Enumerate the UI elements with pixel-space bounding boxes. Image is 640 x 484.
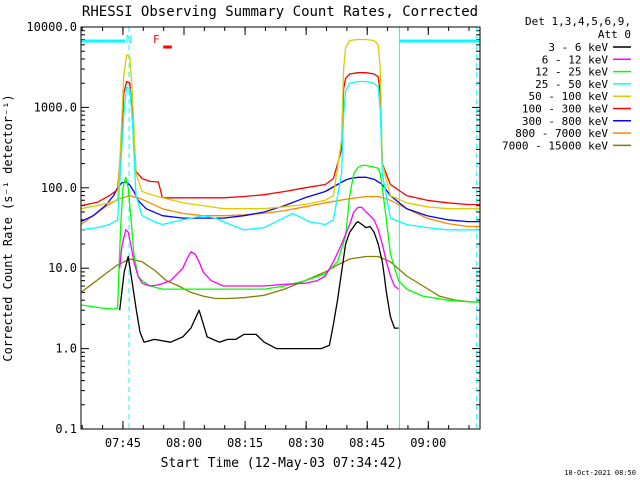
legend-entry-label: 300 - 800 keV [522,115,608,128]
x-axis-label: Start Time (12-May-03 07:34:42) [161,456,404,471]
footer-date: 18-Oct-2021 08:50 [564,469,636,477]
x-axis-ticks: 07:45 08:00 08:15 08:30 08:45 09:00 [81,27,470,450]
series-lines [80,38,480,350]
chart-title: RHESSI Observing Summary Count Rates, Co… [82,4,478,20]
y-axis-ticks: 0.1 1.0 10.0 100.0 1000.0 10000.0 [26,20,480,436]
legend-entry-label: 25 - 50 keV [535,78,608,91]
y-tick-label: 10.0 [48,261,77,275]
y-tick-label: 10000.0 [26,20,77,34]
x-tick-label: 09:00 [410,436,446,450]
y-tick-label: 0.1 [55,422,77,436]
plot-frame [80,26,481,430]
y-axis-label: Corrected Count Rate (s⁻¹ detector⁻¹) [1,94,15,361]
x-tick-label: 08:45 [349,436,385,450]
series-line-25-50-kev [80,80,480,231]
legend-entry-label: 6 - 12 keV [542,53,609,66]
annotation-f: F [153,33,160,46]
legend-entry-label: 100 - 300 keV [522,103,608,116]
x-tick-label: 07:45 [105,436,141,450]
series-line-300-800-kev [80,176,480,223]
series-line-3-6-kev [119,220,399,350]
legend-entry-label: 7000 - 15000 keV [502,139,608,152]
series-line-6-12-kev [119,206,399,290]
legend-header: Det 1,3,4,5,6,9, [525,15,631,28]
legend-entry-label: 800 - 7000 keV [515,127,608,140]
legend-entry-label: 12 - 25 keV [535,66,608,79]
y-tick-label: 100.0 [41,181,77,195]
legend-entry-label: 50 - 100 keV [529,90,609,103]
x-tick-label: 08:15 [227,436,263,450]
legend-header: Att 0 [598,28,631,41]
x-tick-label: 08:00 [166,436,202,450]
y-tick-label: 1.0 [55,342,77,356]
y-tick-label: 1000.0 [34,100,77,114]
legend-entry-label: 3 - 6 keV [548,41,608,54]
x-tick-label: 08:30 [288,436,324,450]
series-line-12-25-kev [80,164,480,310]
series-line-7000-15000-kev [80,255,480,303]
